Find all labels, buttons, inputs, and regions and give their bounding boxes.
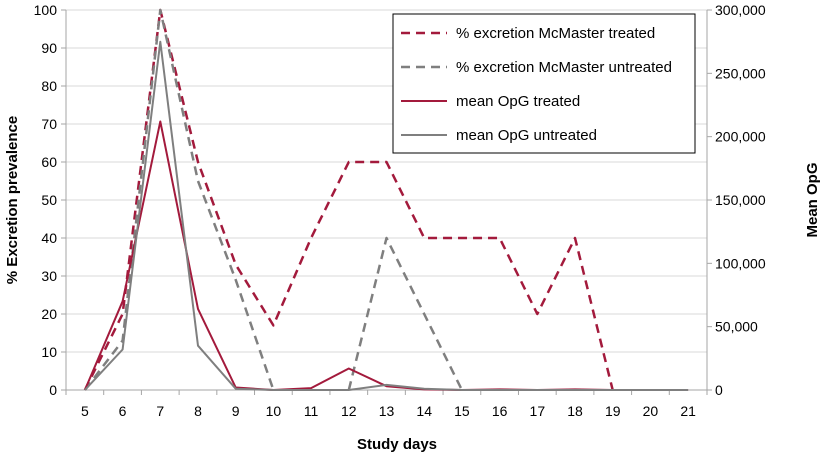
x-tick-label: 8 xyxy=(194,403,202,419)
series-line-2 xyxy=(83,8,275,391)
y-tick-label: 40 xyxy=(41,230,57,246)
legend: % excretion McMaster treated % excretion … xyxy=(392,13,696,154)
y-tick-label: 0 xyxy=(49,382,57,398)
legend-label-4: mean OpG untreated xyxy=(456,127,597,144)
legend-box xyxy=(392,13,696,154)
x-tick-label: 6 xyxy=(119,403,127,419)
y2-tick-label: 300,000 xyxy=(715,2,766,18)
x-tick-label: 12 xyxy=(341,403,357,419)
y-tick-label: 20 xyxy=(41,306,57,322)
x-tick-label: 11 xyxy=(304,403,319,419)
y-tick-label: 50 xyxy=(41,192,57,208)
y2-tick-label: 150,000 xyxy=(715,192,766,208)
y2-tick-label: 200,000 xyxy=(715,129,766,145)
legend-label-3: mean OpG treated xyxy=(456,93,580,110)
y2-tick-label: 100,000 xyxy=(715,255,766,271)
series-line-1 xyxy=(83,8,614,391)
y-tick-label: 80 xyxy=(41,78,57,94)
x-tick-label: 15 xyxy=(454,403,470,419)
y-tick-label: 10 xyxy=(41,344,57,360)
y-tick-label: 30 xyxy=(41,268,57,284)
legend-label-2: % excretion McMaster untreated xyxy=(456,59,672,76)
x-tick-label: 10 xyxy=(266,403,282,419)
x-tick-label: 13 xyxy=(379,403,395,419)
x-axis-title: Study days xyxy=(357,436,437,453)
y2-tick-label: 0 xyxy=(715,382,723,398)
x-tick-label: 21 xyxy=(680,403,696,419)
x-tick-label: 19 xyxy=(605,403,621,419)
y-tick-label: 100 xyxy=(34,2,58,18)
y2-tick-label: 50,000 xyxy=(715,319,758,335)
tick-labels: 0 10 20 30 40 50 60 70 80 90 100 0 50,000 100,000 150,… xyxy=(34,2,766,419)
x-tick-label: 7 xyxy=(156,403,164,419)
y2-axis-title: Mean OpG xyxy=(804,162,821,237)
y-axis-title: % Excretion prevalence xyxy=(4,116,21,284)
x-tick-label: 18 xyxy=(567,403,583,419)
x-tick-label: 17 xyxy=(530,403,546,419)
series-line-2 xyxy=(347,236,464,391)
y2-tick-label: 250,000 xyxy=(715,65,766,81)
x-tick-label: 14 xyxy=(416,403,432,419)
y-tick-label: 90 xyxy=(41,40,57,56)
x-tick-label: 20 xyxy=(643,403,659,419)
x-tick-label: 5 xyxy=(81,403,89,419)
legend-label-1: % excretion McMaster treated xyxy=(456,25,655,42)
x-tick-label: 16 xyxy=(492,403,508,419)
series-line-4 xyxy=(84,40,689,391)
series-lines xyxy=(83,8,689,391)
x-tick-label: 9 xyxy=(232,403,240,419)
y-tick-label: 70 xyxy=(41,116,57,132)
y-tick-label: 60 xyxy=(41,154,57,170)
